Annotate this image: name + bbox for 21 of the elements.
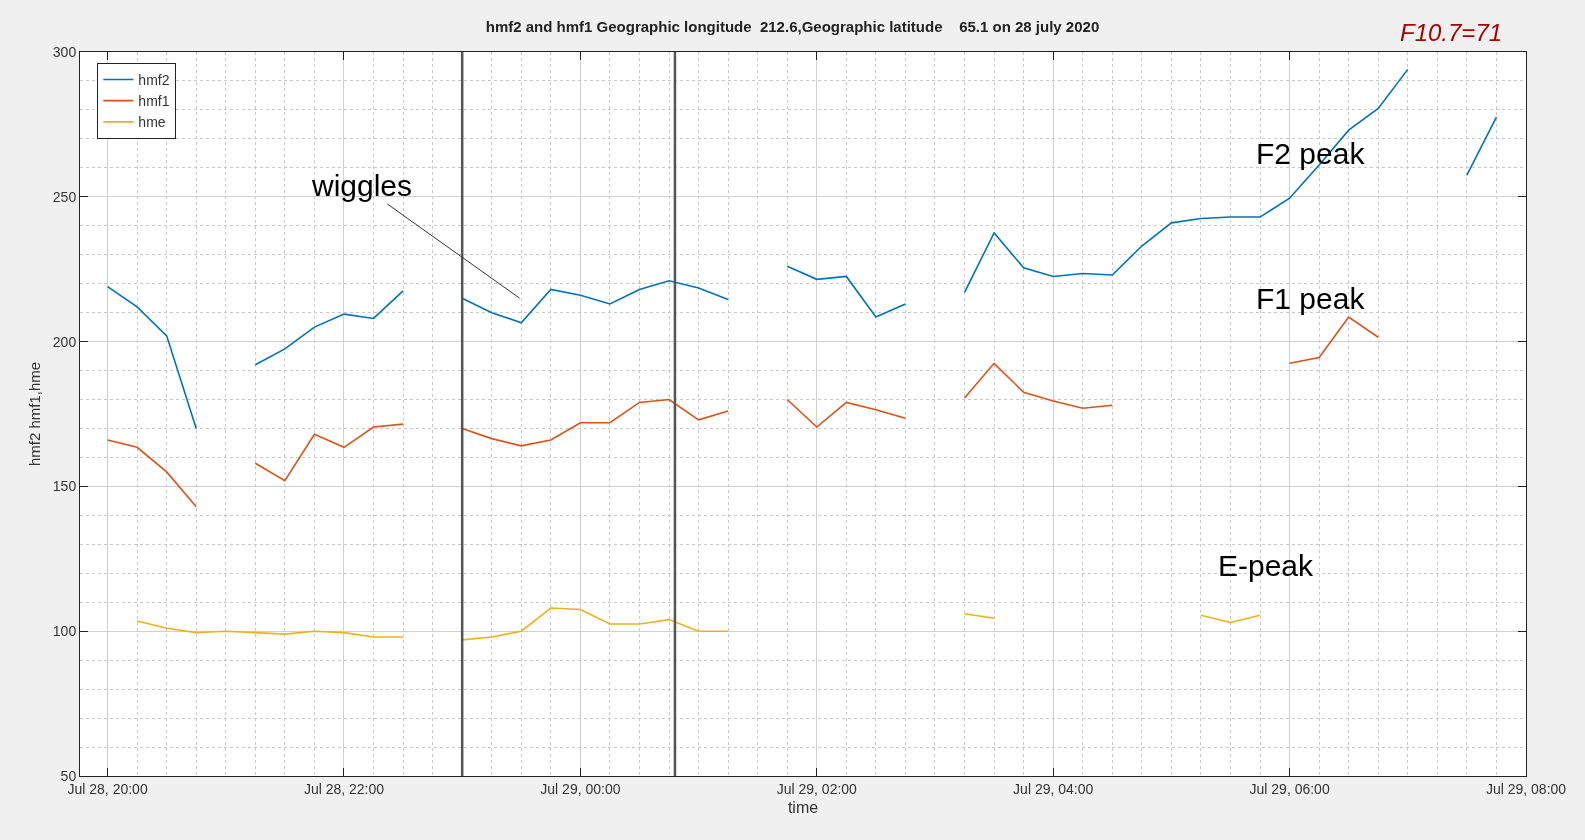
x-tick-label: Jul 29, 04:00: [1013, 780, 1094, 797]
annotation: E-peak: [1218, 549, 1315, 582]
annotation: wiggles: [311, 169, 413, 202]
y-tick-label: 100: [52, 623, 77, 640]
y-tick-label: 250: [52, 188, 77, 205]
x-axis-title: time: [787, 799, 819, 817]
x-tick-label: Jul 29, 08:00: [1485, 780, 1567, 797]
x-tick-label: Jul 29, 00:00: [540, 780, 621, 797]
text: F10.7=71: [1400, 19, 1503, 46]
y-tick-label: 200: [52, 333, 77, 350]
legend-label: hme: [138, 114, 166, 131]
annotation: F1 peak: [1256, 282, 1366, 315]
x-tick-label: Jul 29, 02:00: [776, 780, 858, 797]
y-tick-label: 150: [52, 478, 77, 495]
y-tick-label: 300: [52, 43, 77, 60]
x-tick-label: Jul 29, 06:00: [1249, 780, 1330, 797]
legend-label: hmf1: [138, 93, 170, 110]
legend-label: hmf2: [138, 71, 170, 88]
chart-title: hmf2 and hmf1 Geographic longitude 212.6,Geographic latitude 65.1 on 28 july 2020: [485, 17, 1100, 35]
y-axis-title: hmf2 hmf1,hme: [26, 361, 44, 467]
x-tick-label: Jul 28, 22:00: [303, 780, 385, 797]
